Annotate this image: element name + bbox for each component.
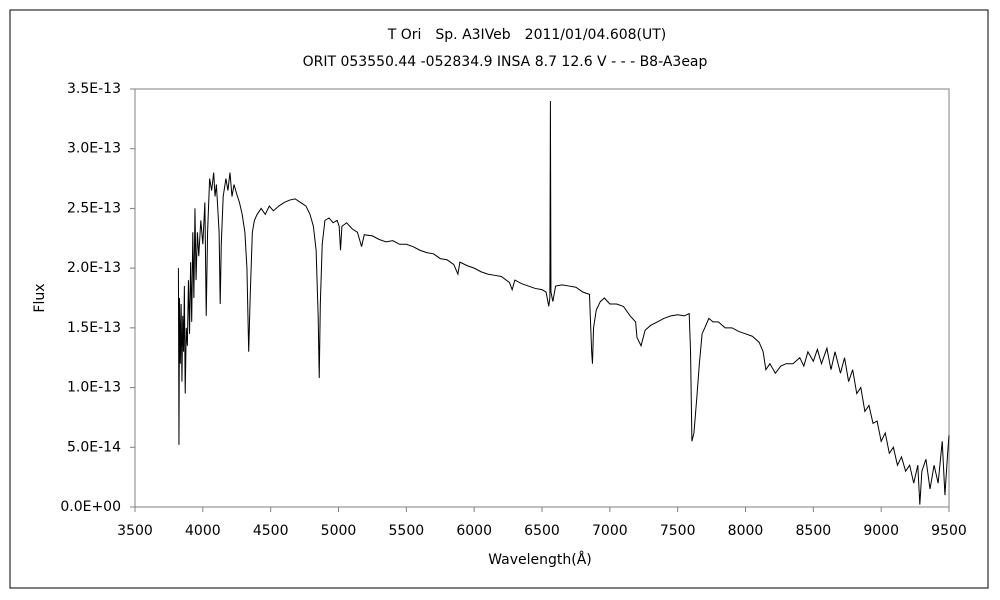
y-tick-label: 2.0E-13 [67, 260, 121, 276]
y-tick-label: 2.5E-13 [67, 200, 121, 216]
chart-subtitle: ORIT 053550.44 -052834.9 INSA 8.7 12.6 V… [303, 54, 708, 70]
y-tick-label: 3.0E-13 [67, 141, 121, 157]
x-tick-label: 5000 [321, 523, 357, 539]
y-tick-label: 5.0E-14 [67, 439, 121, 455]
x-tick-label: 5500 [389, 523, 425, 539]
x-tick-label: 9000 [863, 523, 899, 539]
x-tick-label: 8500 [796, 523, 832, 539]
y-axis-label: Flux [32, 283, 48, 312]
y-tick-label: 1.5E-13 [67, 320, 121, 336]
y-tick-label: 3.5E-13 [67, 81, 121, 97]
x-tick-label: 4000 [185, 523, 221, 539]
chart-title: T Ori Sp. A3IVeb 2011/01/04.608(UT) [387, 27, 667, 43]
x-tick-label: 6000 [456, 523, 492, 539]
x-tick-label: 4500 [253, 523, 289, 539]
spectrum-line [177, 100, 950, 505]
x-tick-label: 3500 [117, 523, 153, 539]
x-tick-label: 9500 [931, 523, 967, 539]
x-axis-label: Wavelength(Å) [488, 551, 592, 568]
y-tick-label: 0.0E+00 [60, 499, 121, 515]
chart-frame [9, 9, 989, 589]
y-tick-label: 1.0E-13 [67, 380, 121, 396]
x-tick-label: 8000 [728, 523, 764, 539]
x-tick-label: 7500 [660, 523, 696, 539]
x-tick-label: 6500 [524, 523, 560, 539]
x-tick-label: 7000 [592, 523, 628, 539]
